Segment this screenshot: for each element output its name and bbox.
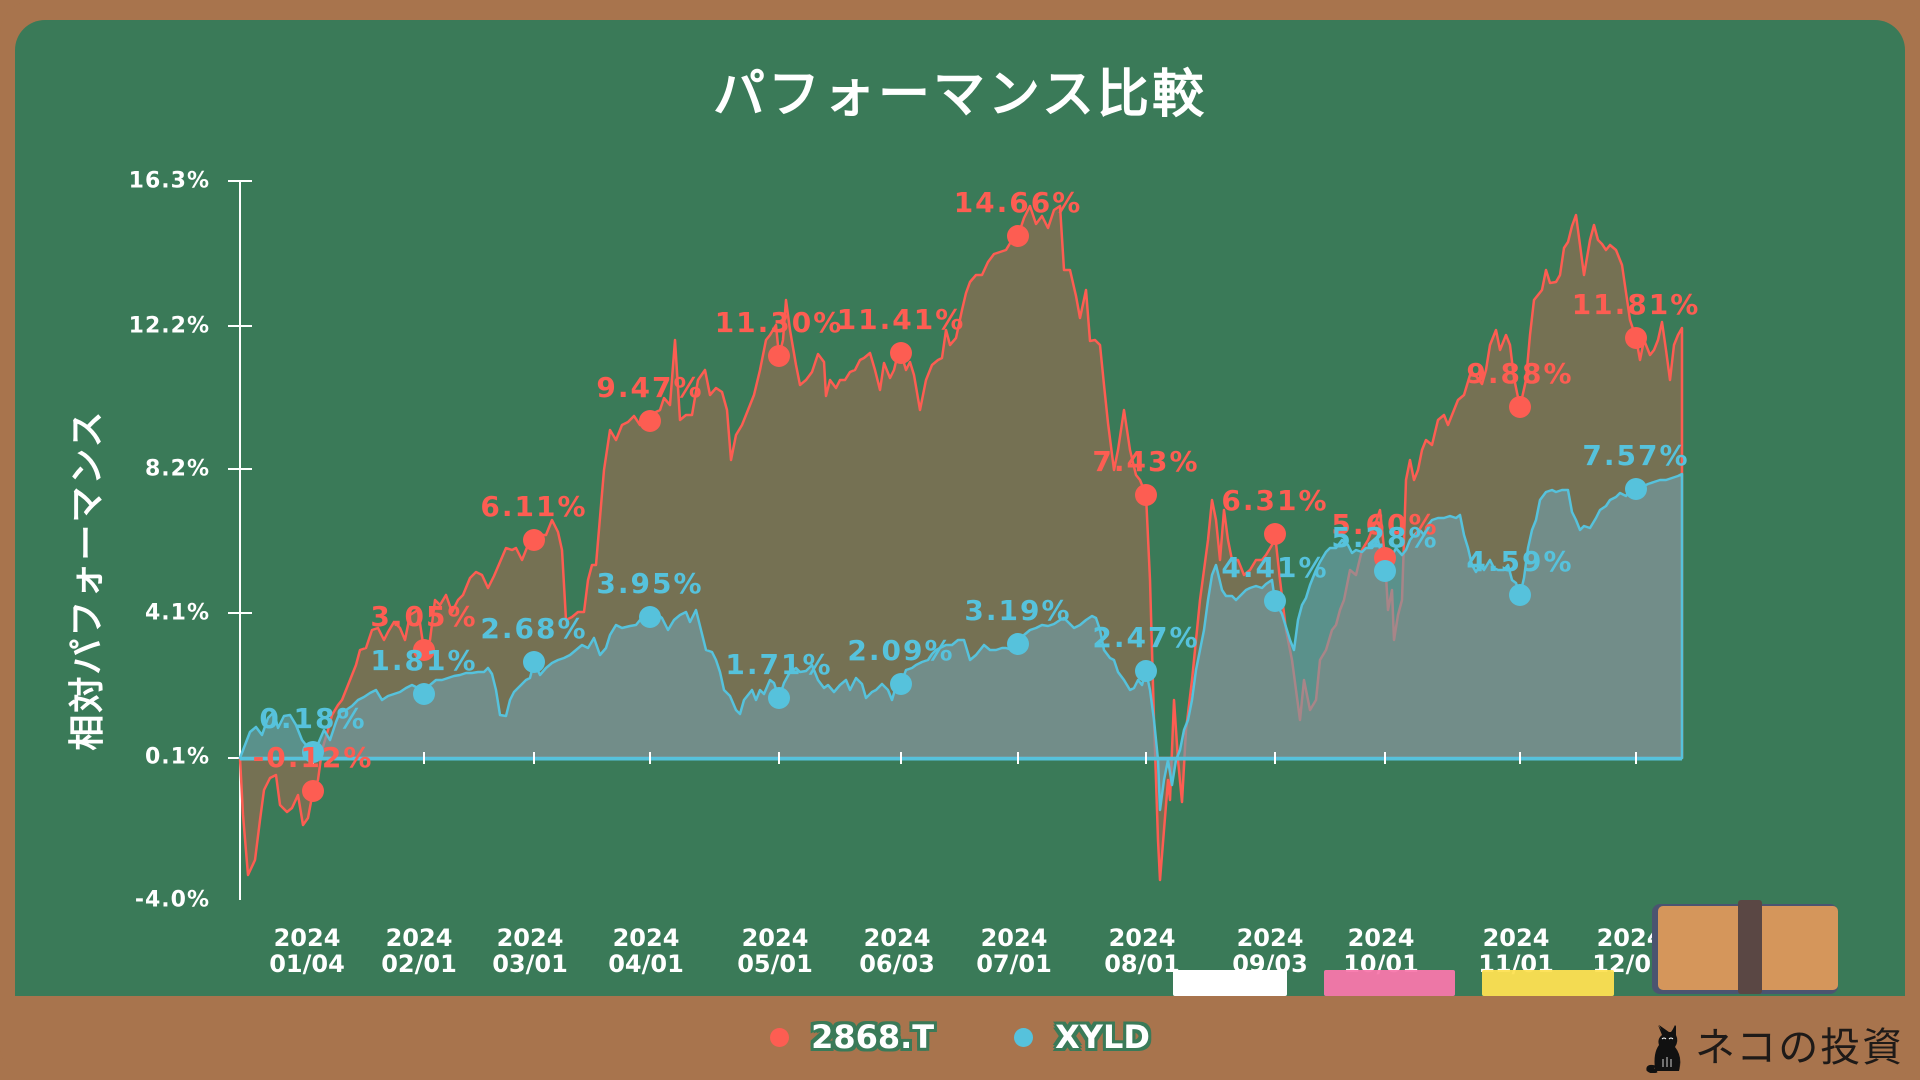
y-tick-label: 0.1% [144, 744, 210, 770]
legend-dot-icon [770, 1027, 790, 1047]
data-point-XYLD[interactable] [302, 741, 324, 763]
series-XYLD-markers [302, 478, 1647, 763]
data-point-XYLD[interactable] [639, 606, 661, 628]
yellow-chalk [1482, 970, 1614, 996]
x-tick-label: 2024 09/03 [1232, 924, 1308, 978]
x-tick-label: 2024 11/01 [1478, 924, 1554, 978]
x-tick-label: 2024 02/01 [381, 924, 457, 978]
series-XYLD-labels: 0.18% 1.81% 2.68% 3.95% 1.71% 2.09% 3.19… [259, 439, 1689, 735]
x-tick-label: 2024 05/01 [737, 924, 813, 978]
data-label: -0.12% [253, 741, 374, 774]
data-point-2868T[interactable] [639, 410, 661, 432]
data-label: 9.88% [1466, 357, 1573, 390]
data-point-XYLD[interactable] [1264, 590, 1286, 612]
data-label: 4.41% [1221, 551, 1328, 584]
data-label: 11.81% [1572, 288, 1701, 321]
data-point-XYLD[interactable] [413, 683, 435, 705]
data-point-2868T[interactable] [890, 342, 912, 364]
data-label: 5.60% [1331, 508, 1438, 541]
x-tick-label: 2024 01/04 [269, 924, 345, 978]
data-point-XYLD[interactable] [1509, 584, 1531, 606]
data-label: 7.43% [1092, 445, 1199, 478]
x-tick-label: 2024 04/01 [608, 924, 684, 978]
data-label: 4.59% [1466, 545, 1573, 578]
data-label: 9.47% [596, 371, 703, 404]
data-label: 6.31% [1221, 484, 1328, 517]
white-chalk [1173, 970, 1287, 996]
data-label: 11.30% [715, 306, 844, 339]
data-label: 11.41% [837, 303, 966, 336]
data-label: 2.68% [480, 612, 587, 645]
data-label: 7.57% [1582, 439, 1689, 472]
data-point-2868T[interactable] [1135, 484, 1157, 506]
y-tick-label: -4.0% [134, 887, 210, 913]
legend-label: XYLD [1055, 1018, 1150, 1056]
book-eraser [1652, 900, 1838, 994]
data-point-2868T[interactable] [768, 345, 790, 367]
legend-dot-icon [1014, 1027, 1034, 1047]
black-cat-icon [1646, 1025, 1681, 1073]
legend-item-XYLD[interactable]: XYLD [1014, 1018, 1150, 1056]
y-tick-label: 16.3% [128, 168, 210, 194]
data-label: 3.19% [964, 594, 1071, 627]
data-point-XYLD[interactable] [768, 687, 790, 709]
data-label: 2.47% [1092, 621, 1199, 654]
data-point-XYLD[interactable] [890, 673, 912, 695]
data-point-2868T[interactable] [1007, 225, 1029, 247]
x-tick-label: 2024 06/03 [859, 924, 935, 978]
data-label: 2.09% [847, 634, 954, 667]
data-point-2868T[interactable] [302, 780, 324, 802]
legend-label: 2868.T [811, 1018, 935, 1056]
data-point-XYLD[interactable] [1374, 560, 1396, 582]
data-label: 0.18% [259, 702, 366, 735]
series-XYLD-area [238, 472, 1684, 812]
chart-title: パフォーマンス比較 [713, 65, 1207, 125]
data-point-XYLD[interactable] [523, 651, 545, 673]
data-point-XYLD[interactable] [1625, 478, 1647, 500]
data-point-XYLD[interactable] [1135, 660, 1157, 682]
data-point-XYLD[interactable] [1007, 633, 1029, 655]
data-point-2868T[interactable] [413, 639, 435, 661]
data-label: 3.95% [596, 567, 703, 600]
legend-item-2868T[interactable]: 2868.T [770, 1018, 934, 1056]
data-point-2868T[interactable] [1625, 327, 1647, 349]
data-label: 5.28% [1331, 521, 1438, 554]
data-point-2868T[interactable] [523, 529, 545, 551]
book-band [1738, 900, 1762, 994]
x-tick-label: 2024 03/01 [492, 924, 568, 978]
pink-chalk [1324, 970, 1455, 996]
y-tick-label: 4.1% [144, 600, 210, 626]
data-label: 1.71% [725, 648, 832, 681]
x-tick-label: 2024 07/01 [976, 924, 1052, 978]
data-label: 6.11% [480, 490, 587, 523]
series-2868T-labels: -0.12% 3.05% 6.11% 9.47% 11.30% 11.41% 1… [253, 186, 1701, 774]
data-label: 3.05% [370, 600, 477, 633]
y-tick-label: 8.2% [144, 456, 210, 482]
series-2868T-markers [302, 225, 1647, 802]
data-point-2868T[interactable] [1264, 523, 1286, 545]
chart-legend: 2868.T XYLD [0, 1018, 1920, 1056]
y-tick-label: 12.2% [128, 313, 210, 339]
data-point-2868T[interactable] [1509, 396, 1531, 418]
data-label: 14.66% [954, 186, 1083, 219]
data-label: 1.81% [370, 644, 477, 677]
x-tick-label: 2024 08/01 [1104, 924, 1180, 978]
brand-logo: ネコの投資 [1645, 1015, 1904, 1073]
brand-name: ネコの投資 [1695, 1025, 1905, 1071]
